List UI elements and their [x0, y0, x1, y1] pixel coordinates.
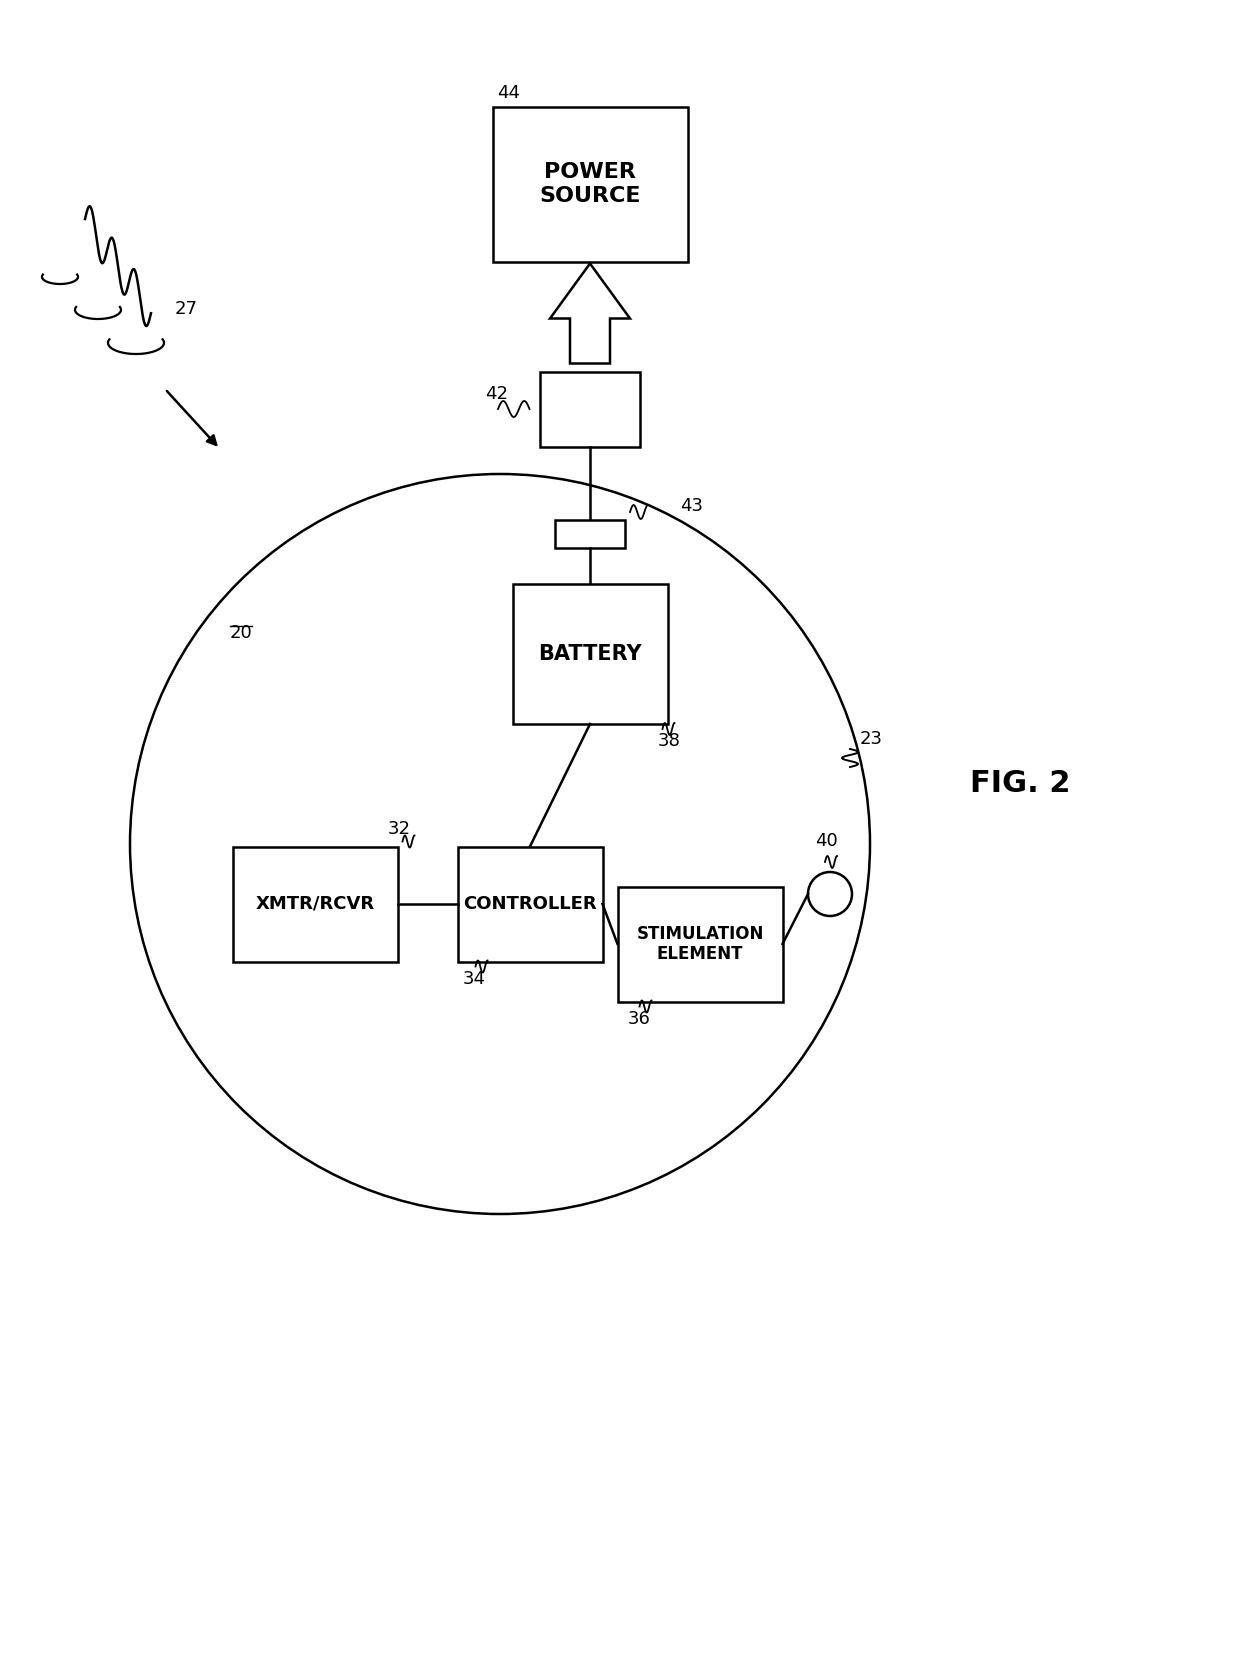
Text: BATTERY: BATTERY: [538, 644, 642, 664]
Text: 27: 27: [175, 300, 198, 318]
Text: FIG. 2: FIG. 2: [970, 769, 1070, 799]
Text: 36: 36: [627, 1010, 650, 1027]
Bar: [512, 584, 667, 724]
Text: 20: 20: [229, 624, 253, 642]
Text: 23: 23: [861, 730, 883, 749]
Bar: [539, 371, 640, 446]
Text: 34: 34: [463, 970, 486, 987]
Bar: [556, 519, 625, 547]
Bar: [618, 887, 782, 1002]
Text: POWER
SOURCE: POWER SOURCE: [539, 163, 641, 206]
Bar: [492, 106, 687, 261]
Text: 38: 38: [657, 732, 681, 750]
Text: 40: 40: [815, 832, 838, 850]
Text: 44: 44: [497, 83, 521, 102]
Polygon shape: [551, 263, 630, 363]
Text: 43: 43: [680, 498, 703, 514]
Text: 32: 32: [387, 820, 410, 839]
Text: XMTR/RCVR: XMTR/RCVR: [255, 895, 374, 914]
Text: STIMULATION
ELEMENT: STIMULATION ELEMENT: [636, 925, 764, 963]
Bar: [233, 847, 398, 962]
Text: CONTROLLER: CONTROLLER: [464, 895, 596, 914]
Bar: [458, 847, 603, 962]
Text: 42: 42: [485, 384, 508, 403]
